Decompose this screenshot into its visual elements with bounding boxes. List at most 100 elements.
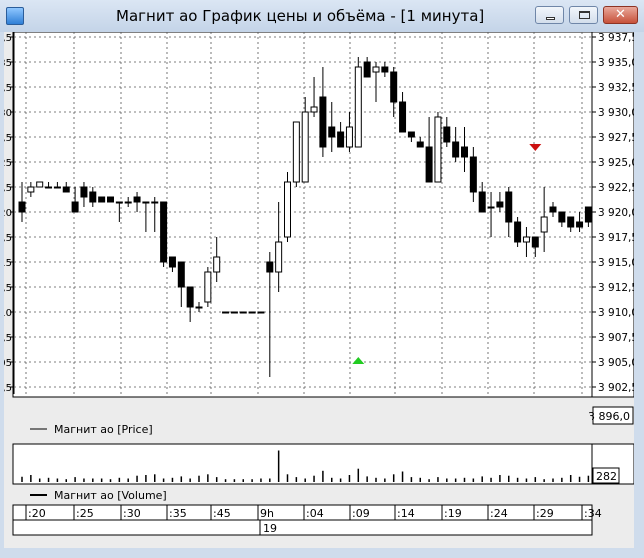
candle-body (567, 216, 575, 228)
date-label: 19 (263, 522, 277, 535)
last-price-label: 3 896,0 (588, 410, 630, 423)
left-cut-axis: ,5 35 2,5 30 2,5 25 2,5 20 7,5 15 2,5 10 7,5 05 2,5 (0, 33, 14, 394)
time-tick-label: :30 (123, 507, 141, 520)
candle-body (345, 126, 353, 148)
price-tick-label: 3 910,0 (598, 307, 634, 319)
candle-body (416, 141, 424, 148)
candle-body (354, 66, 362, 148)
candle-body (186, 286, 194, 308)
candle-body (496, 201, 504, 208)
trade-markers (352, 144, 542, 364)
close-icon: ✕ (615, 7, 626, 22)
candle-body (461, 146, 468, 158)
left-tick-label: 2,5 (4, 283, 12, 294)
left-tick-label: 7,5 (4, 333, 12, 344)
price-tick-label: 3 925,0 (598, 157, 634, 169)
candle-body (80, 186, 88, 198)
price-tick-label: 3 932,5 (598, 82, 634, 94)
candle-body (505, 191, 513, 223)
minimize-button[interactable] (535, 6, 564, 24)
candle-body (71, 201, 79, 213)
candle-body (266, 261, 274, 273)
price-tick-label: 3 912,5 (598, 282, 634, 294)
candle-body (275, 241, 283, 273)
time-tick-label: :09 (352, 507, 370, 520)
candle-body (531, 236, 539, 248)
candle-body (168, 256, 176, 268)
candle-body (18, 201, 26, 213)
time-tick-label: :25 (76, 507, 94, 520)
price-tick-label: 3 920,0 (598, 207, 634, 219)
candlestick-series (18, 57, 592, 377)
price-tick-label: 3 907,5 (598, 332, 634, 344)
candle-body (372, 66, 380, 73)
left-tick-label: 05 (4, 358, 12, 369)
time-axis-ticks: :20:25:30:35:45 9h:04:09:14:19:24:29:34 (25, 505, 602, 520)
left-tick-label: 25 (4, 158, 12, 169)
candle-body (337, 131, 345, 148)
left-tick-label: 30 (4, 108, 12, 119)
price-legend (13, 418, 592, 436)
app-chart-icon (6, 7, 24, 25)
candle-body (107, 196, 114, 203)
candle-body (407, 131, 415, 138)
left-tick-label: 35 (4, 58, 12, 69)
candle-body (142, 201, 150, 204)
price-tick-label: 3 937,5 (598, 32, 634, 44)
candle-body (222, 311, 230, 314)
candle-body (540, 216, 548, 233)
candle-body (399, 101, 407, 133)
maximize-button[interactable] (569, 6, 598, 24)
chart-canvas[interactable]: ,5 35 2,5 30 2,5 25 2,5 20 7,5 15 2,5 10 7,5 05 2,5 3 … (0, 31, 638, 548)
candle-body (204, 271, 212, 303)
candle-body (576, 221, 584, 228)
candle-body (292, 121, 300, 183)
left-tick-label: 10 (4, 308, 12, 319)
candle-body (160, 201, 168, 263)
price-tick-label: 3 935,0 (598, 57, 634, 69)
time-tick-label: :35 (169, 507, 187, 520)
candle-body (487, 206, 495, 209)
time-tick-label: 9h (260, 507, 274, 520)
candle-body (469, 156, 477, 193)
candle-body (434, 116, 442, 183)
candle-body (53, 186, 61, 189)
volume-plot-area[interactable] (12, 443, 593, 485)
time-tick-label: :19 (444, 507, 462, 520)
time-tick-label: :45 (213, 507, 231, 520)
left-tick-label: 7,5 (4, 233, 12, 244)
time-tick-label: :14 (397, 507, 415, 520)
left-tick-label: ,5 (4, 33, 12, 44)
minimize-icon (546, 17, 555, 20)
candle-body (27, 186, 35, 193)
left-tick-label: 15 (4, 258, 12, 269)
candle-body (390, 71, 398, 103)
candle-body (363, 61, 371, 78)
candle-body (45, 186, 53, 189)
price-tick-label: 3 927,5 (598, 132, 634, 144)
candle-body (151, 201, 159, 204)
candle-body (124, 201, 132, 204)
candle-body (310, 106, 318, 113)
time-tick-label: :04 (306, 507, 324, 520)
candle-body (89, 191, 97, 203)
candle-body (558, 211, 566, 223)
candle-body (36, 181, 44, 188)
candle-body (257, 311, 265, 314)
buy-marker-icon (352, 357, 365, 364)
candle-body (98, 196, 106, 203)
price-legend-label: Магнит ао [Price] (54, 423, 153, 436)
price-plot-area[interactable] (12, 31, 593, 398)
last-volume-box (592, 467, 620, 484)
price-tick-label: 3 930,0 (598, 107, 634, 119)
price-tick-label: 3 922,5 (598, 182, 634, 194)
candle-body (522, 236, 530, 243)
candle-body (284, 181, 291, 238)
close-button[interactable]: ✕ (603, 6, 638, 24)
window-title: Магнит ао График цены и объёма - [1 мину… (116, 7, 485, 25)
candle-body (425, 146, 433, 183)
candle-body (319, 96, 327, 148)
left-tick-label: 2,5 (4, 83, 12, 94)
volume-series (21, 450, 590, 482)
left-tick-label: 2,5 (4, 383, 12, 394)
